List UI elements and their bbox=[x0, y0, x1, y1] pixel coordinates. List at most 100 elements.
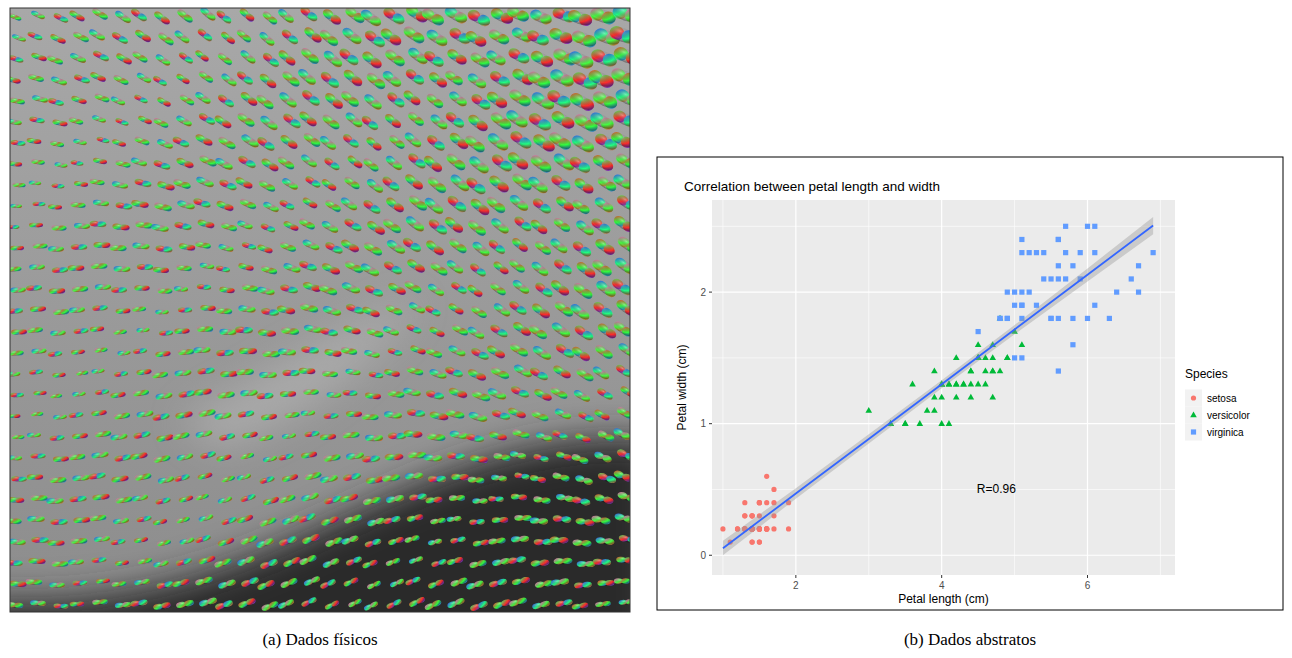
glyph bbox=[609, 66, 630, 88]
glyph bbox=[425, 92, 445, 110]
glyph bbox=[343, 175, 361, 191]
glyph bbox=[53, 309, 69, 315]
glyph bbox=[505, 8, 531, 24]
glyph bbox=[450, 536, 466, 544]
point bbox=[865, 407, 872, 413]
glyph bbox=[590, 258, 614, 279]
glyph bbox=[93, 242, 110, 248]
glyph bbox=[111, 138, 126, 147]
legend-marker bbox=[1190, 411, 1197, 417]
glyph bbox=[92, 157, 107, 165]
glyph bbox=[420, 8, 446, 28]
glyph bbox=[10, 225, 19, 229]
point bbox=[1092, 224, 1097, 229]
glyph bbox=[152, 75, 168, 88]
glyph bbox=[277, 598, 295, 610]
glyph bbox=[240, 493, 257, 502]
glyph bbox=[570, 29, 598, 50]
glyph bbox=[214, 412, 232, 420]
glyph bbox=[195, 576, 214, 586]
glyph bbox=[33, 391, 46, 396]
point bbox=[1005, 316, 1010, 321]
glyph bbox=[510, 385, 531, 400]
glyph bbox=[508, 597, 527, 608]
glyph bbox=[550, 321, 572, 340]
glyph bbox=[341, 132, 360, 149]
glyph bbox=[552, 216, 572, 234]
glyph bbox=[364, 538, 382, 549]
point bbox=[982, 381, 989, 387]
glyph bbox=[444, 151, 467, 172]
glyph bbox=[320, 474, 339, 484]
point bbox=[946, 420, 953, 426]
glyph bbox=[73, 328, 88, 334]
glyph bbox=[611, 109, 630, 130]
glyph bbox=[51, 225, 66, 231]
glyph bbox=[216, 350, 234, 356]
glyph bbox=[278, 198, 295, 211]
glyph bbox=[488, 496, 504, 502]
glyph bbox=[52, 372, 66, 377]
glyph bbox=[408, 596, 426, 608]
glyph bbox=[572, 281, 595, 301]
glyph bbox=[30, 453, 45, 458]
glyph bbox=[365, 476, 384, 485]
glyph bbox=[322, 305, 342, 317]
glyph bbox=[176, 199, 195, 210]
glyph bbox=[10, 246, 24, 251]
glyph bbox=[549, 173, 572, 193]
glyph bbox=[341, 534, 360, 545]
glyph bbox=[175, 599, 194, 609]
glyph bbox=[32, 243, 47, 248]
glyph bbox=[514, 472, 530, 480]
glyph bbox=[134, 473, 152, 482]
glyph bbox=[466, 71, 488, 90]
glyph bbox=[178, 307, 192, 312]
glyph bbox=[508, 129, 534, 151]
glyph bbox=[381, 474, 400, 482]
glyph bbox=[115, 159, 131, 168]
glyph bbox=[279, 241, 297, 253]
glyph bbox=[297, 110, 318, 129]
glyph bbox=[280, 391, 297, 397]
glyph bbox=[216, 454, 232, 462]
glyph bbox=[303, 575, 321, 587]
glyph bbox=[324, 348, 342, 357]
glyph bbox=[486, 387, 507, 401]
glyph bbox=[92, 599, 108, 605]
glyph bbox=[301, 238, 320, 252]
glyph bbox=[447, 237, 468, 256]
point bbox=[1027, 250, 1032, 255]
glyph-field bbox=[10, 8, 630, 612]
glyph bbox=[52, 119, 68, 128]
glyph bbox=[298, 367, 315, 374]
tick-label: 6 bbox=[1085, 580, 1091, 591]
glyph bbox=[422, 154, 444, 174]
glyph bbox=[342, 390, 357, 397]
glyph bbox=[447, 344, 467, 358]
glyph bbox=[50, 330, 66, 336]
glyph bbox=[31, 159, 45, 165]
tick bbox=[941, 575, 942, 578]
glyph bbox=[383, 515, 401, 525]
glyph bbox=[513, 215, 534, 234]
glyph bbox=[49, 33, 66, 45]
glyph bbox=[492, 517, 509, 523]
glyph bbox=[488, 537, 506, 545]
glyph bbox=[444, 365, 464, 379]
grid-line bbox=[712, 292, 1175, 293]
glyph bbox=[176, 264, 192, 271]
glyph bbox=[409, 344, 426, 355]
glyph bbox=[281, 473, 298, 482]
glyph bbox=[49, 140, 64, 147]
glyph bbox=[362, 496, 381, 506]
glyph bbox=[178, 495, 194, 503]
glyph bbox=[616, 406, 630, 420]
caption: (b) Dados abstratos bbox=[904, 630, 1036, 649]
glyph bbox=[362, 559, 379, 569]
glyph bbox=[111, 287, 127, 293]
glyph bbox=[408, 301, 427, 315]
glyph bbox=[241, 284, 258, 293]
glyph bbox=[173, 29, 191, 45]
glyph bbox=[401, 236, 423, 254]
